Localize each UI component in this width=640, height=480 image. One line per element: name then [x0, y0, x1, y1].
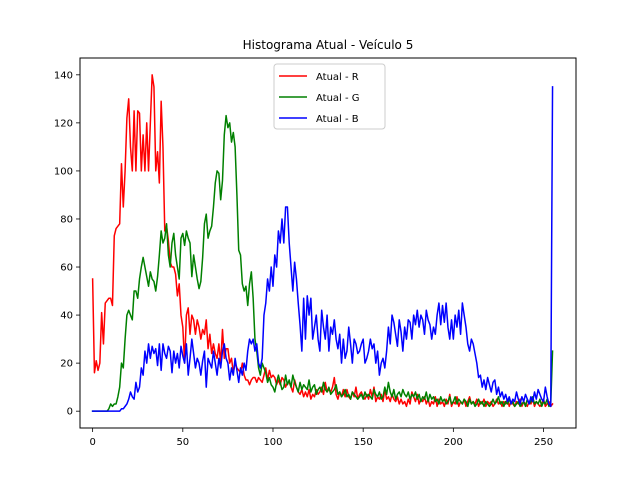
legend: Atual - R Atual - G Atual - B	[273, 63, 386, 130]
series-lines	[91, 74, 554, 412]
x-axis: 0 50 100 150 200 250	[89, 428, 553, 448]
legend-label: Atual - G	[316, 93, 360, 104]
y-tick-label: 60	[60, 263, 73, 274]
legend-label: Atual - R	[316, 72, 359, 83]
y-tick-label: 120	[54, 118, 73, 129]
plot-frame	[79, 57, 577, 429]
legend-label: Atual - B	[316, 114, 359, 125]
series-line-3	[91, 86, 554, 412]
y-axis: 0 20 40 60 80 100 120 140	[54, 70, 80, 418]
x-tick-label: 100	[263, 437, 282, 448]
x-tick-label: 200	[444, 437, 463, 448]
x-tick-label: 50	[176, 437, 189, 448]
series-line-2	[91, 114, 554, 412]
legend-box	[273, 63, 386, 130]
y-tick-label: 140	[54, 70, 73, 81]
y-tick-label: 80	[60, 214, 73, 225]
y-tick-label: 0	[67, 407, 73, 418]
chart-title: Histograma Atual - Veículo 5	[243, 38, 414, 52]
x-tick-label: 0	[89, 437, 95, 448]
y-tick-label: 20	[60, 359, 73, 370]
x-tick-label: 250	[534, 437, 553, 448]
x-tick-label: 150	[354, 437, 373, 448]
y-tick-label: 100	[54, 166, 73, 177]
y-tick-label: 40	[60, 311, 73, 322]
